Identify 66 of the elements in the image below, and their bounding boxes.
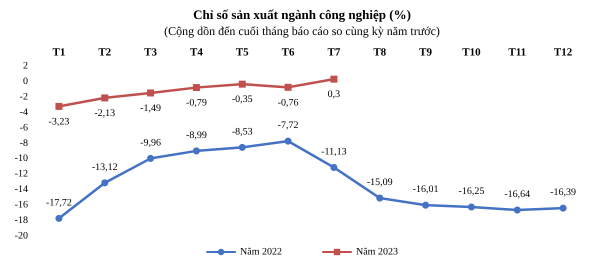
x-tick-label: T3 — [144, 46, 158, 58]
data-label: -15,09 — [366, 177, 393, 188]
point — [284, 138, 292, 145]
point — [238, 144, 246, 151]
x-tick-label: T5 — [236, 46, 250, 58]
data-label: -8,99 — [186, 130, 207, 141]
legend-label: Năm 2023 — [356, 246, 398, 258]
point — [147, 154, 154, 162]
data-label: -13,12 — [92, 162, 118, 173]
point — [147, 89, 154, 96]
y-tick-label: -20 — [14, 230, 28, 242]
point — [284, 84, 292, 91]
x-tick-label: T7 — [327, 46, 341, 58]
chart-subtitle: (Cộng dồn đến cuối tháng báo cáo so cùng kỳ năm trước) — [164, 24, 440, 38]
data-label: 0,3 — [328, 89, 340, 100]
x-tick-label: T8 — [373, 46, 387, 58]
chart-title: Chỉ số sản xuất ngành công nghiệp (%) — [193, 7, 411, 22]
data-label: -0,76 — [278, 97, 299, 108]
x-tick-label: T2 — [98, 46, 112, 58]
data-label: -11,13 — [321, 146, 347, 158]
y-tick-label: -14 — [14, 184, 28, 196]
x-tick-label: T4 — [190, 46, 204, 58]
point — [238, 80, 246, 88]
point — [330, 76, 338, 83]
point — [468, 204, 475, 211]
data-label: -16,39 — [550, 187, 576, 198]
x-tick-label: T10 — [462, 46, 482, 58]
data-label: -0,35 — [232, 94, 253, 106]
y-tick-label: -6 — [20, 122, 28, 134]
data-label: -7,72 — [278, 120, 299, 132]
y-tick-label: 0 — [23, 76, 28, 87]
point — [192, 147, 200, 154]
x-tick-label: T6 — [282, 46, 295, 58]
data-label: -16,25 — [458, 186, 484, 198]
point — [55, 102, 62, 110]
x-tick-label: T9 — [419, 46, 432, 58]
point — [101, 94, 108, 102]
point — [422, 202, 430, 209]
y-tick-label: -4 — [20, 106, 28, 118]
x-tick-label: T1 — [52, 46, 66, 58]
y-tick-label: -10 — [14, 153, 28, 164]
x-tick-label: T12 — [554, 46, 573, 58]
data-label: -1,49 — [140, 102, 162, 114]
y-tick-label: -2 — [20, 91, 28, 102]
data-label: -9,96 — [140, 137, 162, 148]
point — [330, 164, 338, 171]
data-label: -3,23 — [48, 116, 70, 128]
data-label: -8,53 — [232, 126, 253, 138]
point — [560, 204, 567, 212]
y-tick-label: -8 — [20, 138, 28, 149]
data-label: -16,64 — [504, 189, 530, 200]
data-label: -0,79 — [186, 98, 207, 109]
point — [514, 206, 521, 214]
data-label: -16,01 — [412, 184, 439, 196]
point — [192, 84, 200, 92]
x-tick-label: T11 — [508, 46, 526, 58]
y-tick-label: -18 — [14, 215, 28, 226]
point — [55, 214, 62, 222]
y-tick-label: -12 — [14, 168, 28, 180]
data-label: -17,72 — [46, 197, 72, 208]
point — [101, 179, 108, 186]
legend-label: Năm 2022 — [240, 246, 282, 258]
point — [376, 194, 384, 202]
y-tick-label: 2 — [23, 60, 28, 72]
y-tick-label: -16 — [14, 200, 28, 211]
data-label: -2,13 — [94, 108, 116, 119]
